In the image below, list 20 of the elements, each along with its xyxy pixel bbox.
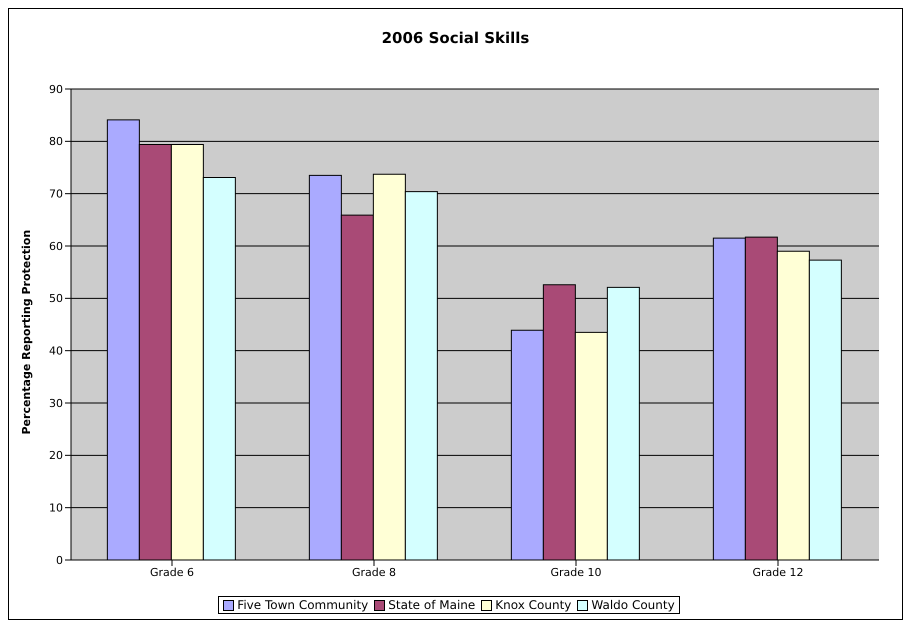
y-tick-label: 80 — [49, 135, 63, 148]
y-tick-label: 50 — [49, 292, 63, 306]
y-tick-label: 20 — [49, 449, 63, 462]
y-tick-label: 70 — [49, 188, 63, 201]
y-tick-label: 10 — [49, 502, 63, 515]
y-tick-label: 40 — [49, 344, 63, 358]
x-tick-label: Grade 6 — [150, 566, 194, 579]
x-tick-label: Grade 10 — [550, 566, 602, 579]
x-tick-label: Grade 12 — [752, 566, 804, 579]
legend-label: State of Maine — [387, 598, 476, 612]
x-tick-label: Grade 8 — [352, 566, 396, 579]
y-tick-label: 90 — [49, 82, 63, 96]
legend-label: Knox County — [494, 598, 572, 612]
legend-label: Five Town Community — [236, 598, 368, 612]
y-tick-label: 60 — [49, 240, 63, 253]
y-axis-title: Percentage Reporting Protection — [20, 230, 33, 434]
y-tick-label: 30 — [49, 396, 63, 410]
y-tick-label: 0 — [56, 554, 63, 567]
chart-title: 2006 Social Skills — [380, 29, 530, 47]
legend-label: Waldo County — [590, 598, 675, 612]
